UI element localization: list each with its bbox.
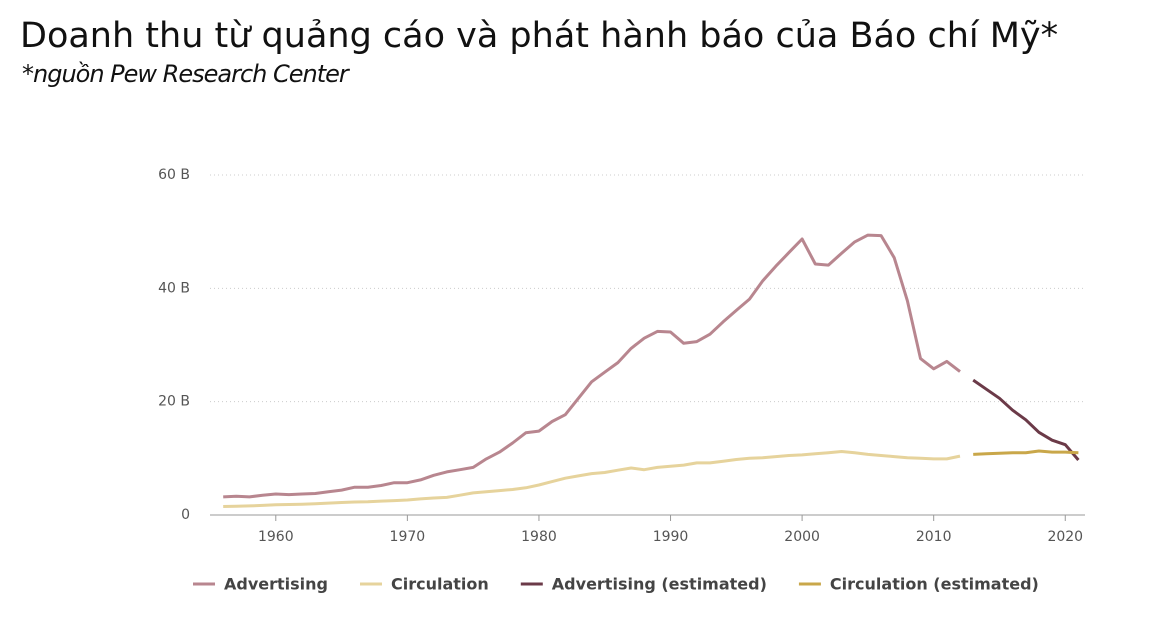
series-line: [972, 378, 1080, 461]
x-tick-label: 1990: [653, 529, 689, 545]
chart-subtitle: *nguồn Pew Research Center: [22, 60, 351, 88]
x-tick-label: 1960: [258, 529, 294, 545]
y-tick-label: 40 B: [158, 280, 190, 296]
x-tick-label: 1980: [521, 529, 557, 545]
y-tick-label: 60 B: [158, 167, 190, 183]
series-line: [973, 449, 1079, 456]
chart-title: Doanh thu từ quảng cáo và phát hành báo …: [20, 16, 1058, 56]
x-tick-label: 2020: [1047, 529, 1083, 545]
y-tick-label: 20 B: [158, 394, 190, 410]
legend-label: Advertising (estimated): [552, 575, 767, 594]
legend-label: Advertising: [224, 575, 328, 594]
series-line: [223, 450, 961, 508]
legend-label: Circulation (estimated): [830, 575, 1039, 594]
y-tick-label: 0: [181, 507, 190, 523]
x-tick-label: 2000: [784, 529, 820, 545]
x-tick-label: 1970: [390, 529, 426, 545]
legend-label: Circulation: [391, 575, 489, 594]
series-line: [223, 233, 961, 499]
x-tick-label: 2010: [916, 529, 952, 545]
